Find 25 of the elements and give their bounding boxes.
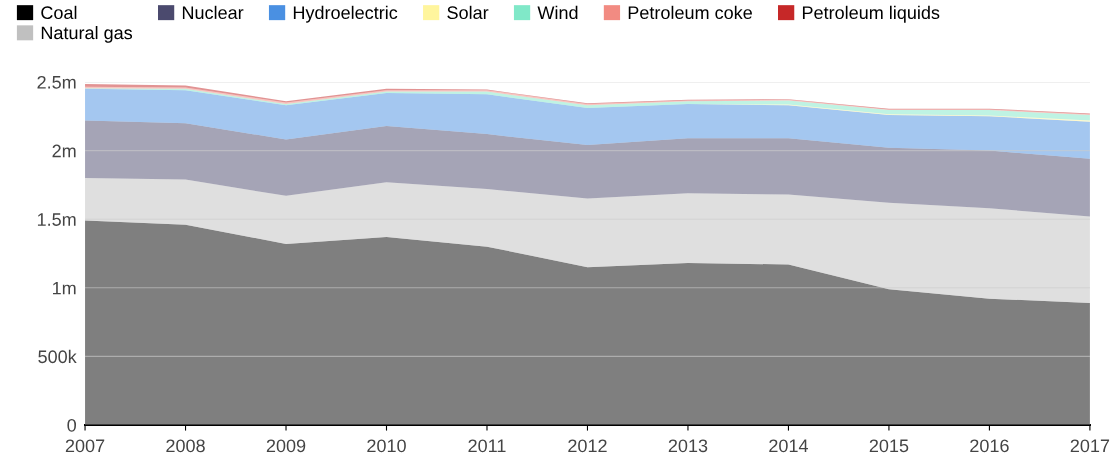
x-tick-label: 2013 xyxy=(668,439,708,453)
legend-label: Petroleum liquids xyxy=(802,5,940,23)
legend-label: Solar xyxy=(447,5,489,20)
y-tick-label: 2.5m xyxy=(37,75,76,89)
y-tick-label: 500k xyxy=(38,349,77,364)
y-tick-label: 0 xyxy=(67,418,77,432)
x-tick-label: 2008 xyxy=(166,439,205,453)
legend-label: Natural gas xyxy=(41,25,133,43)
x-tick-label: 2012 xyxy=(568,439,607,453)
x-tick-label: 2011 xyxy=(468,439,506,453)
x-tick-label: 2014 xyxy=(769,439,808,453)
x-tick-label: 2016 xyxy=(970,439,1009,453)
x-tick-label: 2017 xyxy=(1070,439,1110,453)
legend-label: Wind xyxy=(537,5,578,20)
legend-label: Petroleum coke xyxy=(628,5,752,20)
legend-label: Nuclear xyxy=(182,5,244,20)
legend-label: Coal xyxy=(41,5,77,20)
x-tick-label: 2010 xyxy=(367,439,406,453)
x-tick-label: 2015 xyxy=(869,439,909,453)
y-tick-label: 2m xyxy=(52,144,76,158)
legend-label: Hydroelectric xyxy=(293,5,398,23)
x-tick-label: 2009 xyxy=(266,439,306,453)
y-tick-label: 1m xyxy=(53,281,76,295)
y-tick-label: 1.5m xyxy=(37,213,76,226)
x-tick-label: 2007 xyxy=(65,439,105,453)
